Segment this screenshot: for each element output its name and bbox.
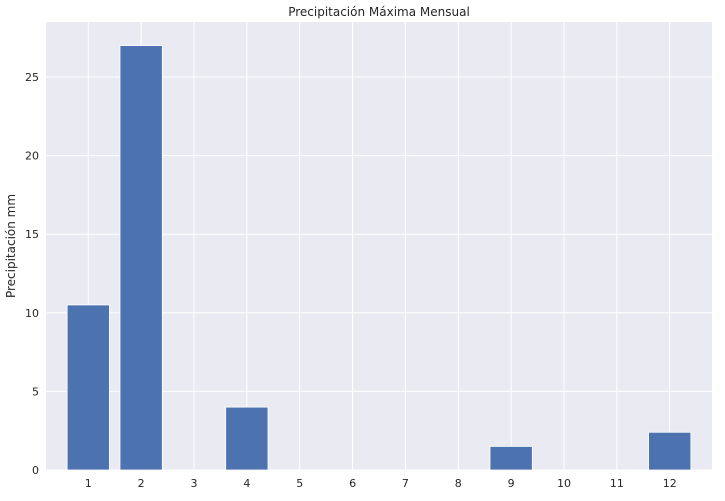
x-tick-label: 2: [138, 477, 145, 490]
x-tick-label: 9: [508, 477, 515, 490]
bar-month-12: [648, 431, 692, 471]
bar-month-9: [489, 446, 533, 471]
x-tick-label: 5: [296, 477, 303, 490]
y-tick-label: 0: [32, 464, 39, 477]
x-tick-label: 3: [191, 477, 198, 490]
y-axis-label: Precipitación mm: [4, 194, 18, 298]
y-tick-label: 10: [25, 307, 39, 320]
y-tick-label: 25: [25, 71, 39, 84]
y-tick-label: 20: [25, 150, 39, 163]
x-tick-label: 1: [85, 477, 92, 490]
bars: [66, 45, 692, 471]
x-tick-label: 4: [243, 477, 250, 490]
x-tick-label: 6: [349, 477, 356, 490]
bar-month-4: [225, 406, 269, 471]
x-tick-label: 10: [557, 477, 571, 490]
x-tick-label: 8: [455, 477, 462, 490]
y-tick-label: 5: [32, 385, 39, 398]
x-tick-label: 12: [663, 477, 677, 490]
x-tick-label: 11: [610, 477, 624, 490]
chart-title: Precipitación Máxima Mensual: [288, 5, 470, 19]
y-tick-label: 15: [25, 228, 39, 241]
bar-month-1: [66, 304, 110, 471]
bar-month-2: [119, 45, 163, 471]
x-tick-label: 7: [402, 477, 409, 490]
